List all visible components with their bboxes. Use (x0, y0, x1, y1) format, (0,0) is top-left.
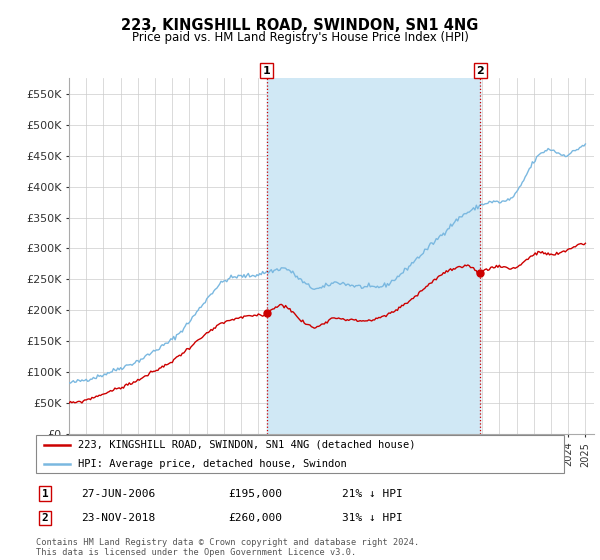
Bar (267, 78, 481, 434)
Text: 31% ↓ HPI: 31% ↓ HPI (342, 513, 403, 523)
Text: £260,000: £260,000 (228, 513, 282, 523)
Text: £195,000: £195,000 (228, 489, 282, 499)
Text: HPI: Average price, detached house, Swindon: HPI: Average price, detached house, Swin… (78, 459, 347, 469)
Text: 2: 2 (476, 66, 484, 76)
Text: 23-NOV-2018: 23-NOV-2018 (81, 513, 155, 523)
Text: 1: 1 (41, 489, 49, 499)
Text: Contains HM Land Registry data © Crown copyright and database right 2024.
This d: Contains HM Land Registry data © Crown c… (36, 538, 419, 557)
Text: 21% ↓ HPI: 21% ↓ HPI (342, 489, 403, 499)
Text: 1: 1 (263, 66, 271, 76)
Text: 223, KINGSHILL ROAD, SWINDON, SN1 4NG (detached house): 223, KINGSHILL ROAD, SWINDON, SN1 4NG (d… (78, 440, 416, 450)
Text: 223, KINGSHILL ROAD, SWINDON, SN1 4NG: 223, KINGSHILL ROAD, SWINDON, SN1 4NG (121, 18, 479, 33)
Text: 27-JUN-2006: 27-JUN-2006 (81, 489, 155, 499)
Text: 2: 2 (41, 513, 49, 523)
Text: Price paid vs. HM Land Registry's House Price Index (HPI): Price paid vs. HM Land Registry's House … (131, 31, 469, 44)
